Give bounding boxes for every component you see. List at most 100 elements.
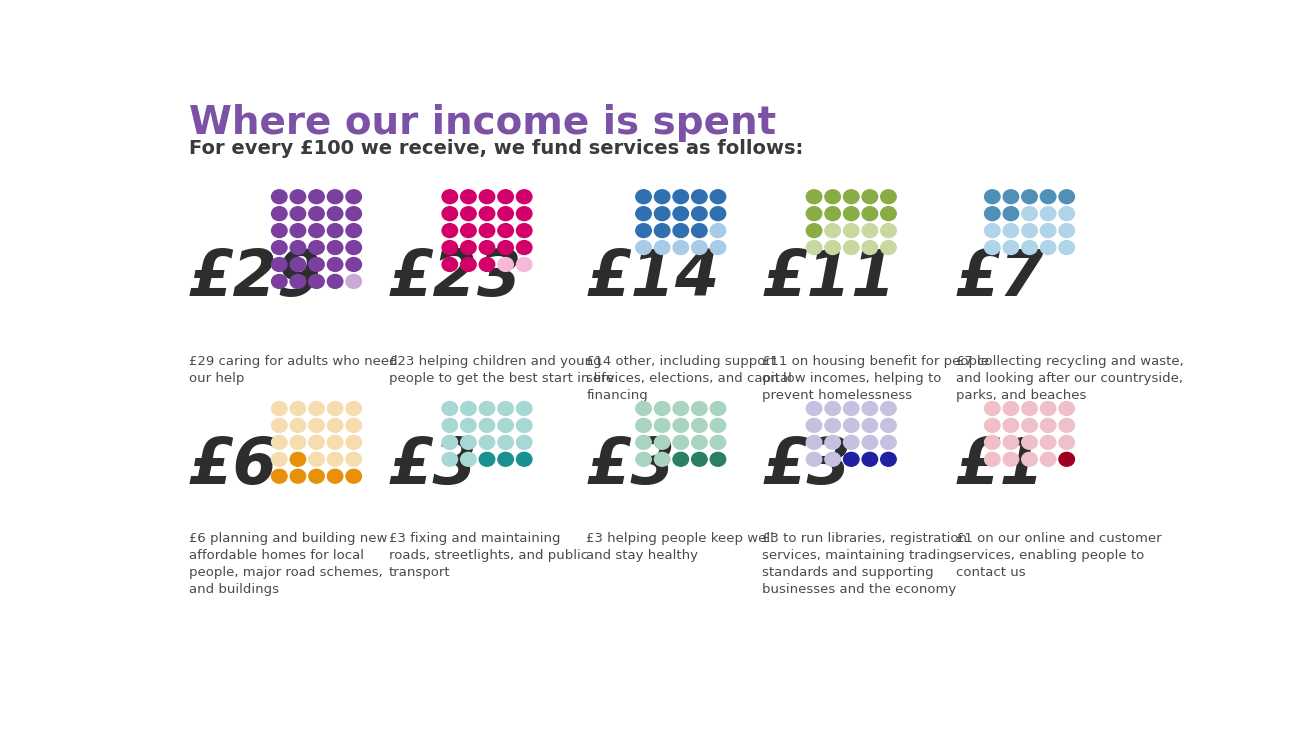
Ellipse shape bbox=[291, 190, 306, 204]
Text: £23: £23 bbox=[389, 247, 522, 308]
Ellipse shape bbox=[806, 207, 822, 221]
Ellipse shape bbox=[1022, 241, 1037, 254]
Ellipse shape bbox=[844, 436, 859, 449]
Ellipse shape bbox=[1003, 436, 1018, 449]
Ellipse shape bbox=[655, 207, 669, 221]
Ellipse shape bbox=[497, 258, 513, 271]
Ellipse shape bbox=[844, 402, 859, 416]
Ellipse shape bbox=[497, 402, 513, 416]
Ellipse shape bbox=[691, 190, 707, 204]
Ellipse shape bbox=[711, 224, 726, 238]
Ellipse shape bbox=[497, 224, 513, 238]
Ellipse shape bbox=[636, 452, 651, 466]
Ellipse shape bbox=[844, 224, 859, 238]
Ellipse shape bbox=[479, 224, 495, 238]
Ellipse shape bbox=[291, 402, 306, 416]
Ellipse shape bbox=[806, 419, 822, 432]
Ellipse shape bbox=[517, 258, 532, 271]
Ellipse shape bbox=[636, 241, 651, 254]
Ellipse shape bbox=[442, 258, 457, 271]
Ellipse shape bbox=[442, 402, 457, 416]
Ellipse shape bbox=[655, 402, 669, 416]
Ellipse shape bbox=[327, 207, 342, 221]
Ellipse shape bbox=[824, 419, 840, 432]
Ellipse shape bbox=[479, 258, 495, 271]
Ellipse shape bbox=[844, 207, 859, 221]
Ellipse shape bbox=[479, 241, 495, 254]
Ellipse shape bbox=[806, 190, 822, 204]
Ellipse shape bbox=[824, 224, 840, 238]
Ellipse shape bbox=[1022, 452, 1037, 466]
Ellipse shape bbox=[673, 224, 689, 238]
Ellipse shape bbox=[1040, 452, 1056, 466]
Ellipse shape bbox=[497, 207, 513, 221]
Ellipse shape bbox=[442, 419, 457, 432]
Ellipse shape bbox=[291, 452, 306, 466]
Ellipse shape bbox=[497, 190, 513, 204]
Ellipse shape bbox=[1040, 402, 1056, 416]
Ellipse shape bbox=[881, 190, 897, 204]
Ellipse shape bbox=[461, 436, 477, 449]
Ellipse shape bbox=[985, 207, 1000, 221]
Ellipse shape bbox=[1003, 452, 1018, 466]
Ellipse shape bbox=[1040, 224, 1056, 238]
Ellipse shape bbox=[673, 402, 689, 416]
Ellipse shape bbox=[1003, 241, 1018, 254]
Ellipse shape bbox=[881, 436, 897, 449]
Ellipse shape bbox=[862, 402, 877, 416]
Ellipse shape bbox=[673, 190, 689, 204]
Ellipse shape bbox=[636, 402, 651, 416]
Ellipse shape bbox=[461, 207, 477, 221]
Ellipse shape bbox=[711, 402, 726, 416]
Ellipse shape bbox=[691, 436, 707, 449]
Ellipse shape bbox=[327, 419, 342, 432]
Text: £3 helping people keep well
and stay healthy: £3 helping people keep well and stay hea… bbox=[587, 532, 774, 562]
Ellipse shape bbox=[824, 436, 840, 449]
Ellipse shape bbox=[1059, 402, 1075, 416]
Ellipse shape bbox=[327, 258, 342, 271]
Ellipse shape bbox=[327, 241, 342, 254]
Ellipse shape bbox=[291, 207, 306, 221]
Ellipse shape bbox=[271, 258, 287, 271]
Ellipse shape bbox=[862, 190, 877, 204]
Ellipse shape bbox=[271, 452, 287, 466]
Ellipse shape bbox=[636, 207, 651, 221]
Ellipse shape bbox=[636, 190, 651, 204]
Text: £11 on housing benefit for people
on low incomes, helping to
prevent homelessnes: £11 on housing benefit for people on low… bbox=[762, 355, 990, 402]
Ellipse shape bbox=[862, 207, 877, 221]
Ellipse shape bbox=[309, 419, 324, 432]
Ellipse shape bbox=[1059, 207, 1075, 221]
Ellipse shape bbox=[881, 224, 897, 238]
Ellipse shape bbox=[327, 190, 342, 204]
Ellipse shape bbox=[461, 419, 477, 432]
Ellipse shape bbox=[346, 258, 362, 271]
Ellipse shape bbox=[309, 207, 324, 221]
Ellipse shape bbox=[985, 419, 1000, 432]
Ellipse shape bbox=[844, 452, 859, 466]
Ellipse shape bbox=[346, 207, 362, 221]
Ellipse shape bbox=[346, 241, 362, 254]
Ellipse shape bbox=[655, 241, 669, 254]
Ellipse shape bbox=[985, 436, 1000, 449]
Ellipse shape bbox=[346, 469, 362, 483]
Text: £6: £6 bbox=[189, 435, 278, 497]
Text: £6 planning and building new
affordable homes for local
people, major road schem: £6 planning and building new affordable … bbox=[189, 532, 388, 596]
Ellipse shape bbox=[271, 469, 287, 483]
Ellipse shape bbox=[806, 241, 822, 254]
Ellipse shape bbox=[291, 224, 306, 238]
Ellipse shape bbox=[271, 190, 287, 204]
Ellipse shape bbox=[881, 241, 897, 254]
Ellipse shape bbox=[691, 452, 707, 466]
Ellipse shape bbox=[711, 190, 726, 204]
Ellipse shape bbox=[1022, 402, 1037, 416]
Ellipse shape bbox=[711, 207, 726, 221]
Ellipse shape bbox=[346, 419, 362, 432]
Ellipse shape bbox=[881, 207, 897, 221]
Ellipse shape bbox=[673, 452, 689, 466]
Ellipse shape bbox=[691, 241, 707, 254]
Ellipse shape bbox=[824, 190, 840, 204]
Ellipse shape bbox=[1059, 452, 1075, 466]
Ellipse shape bbox=[711, 419, 726, 432]
Ellipse shape bbox=[309, 436, 324, 449]
Ellipse shape bbox=[346, 436, 362, 449]
